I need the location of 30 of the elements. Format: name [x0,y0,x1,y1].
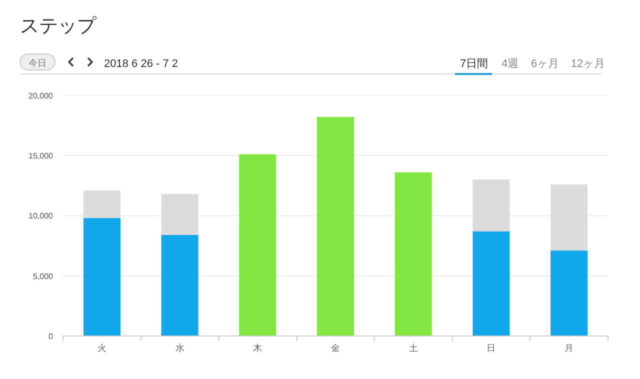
x-tick-label: 水 [175,343,184,353]
bar [317,116,354,336]
y-tick-label: 15,000 [28,151,54,160]
bar [161,194,198,235]
bar [472,231,510,336]
text: 7日間 [460,58,488,70]
x-tick-label: 日 [486,343,496,353]
bar [394,172,432,336]
x-tick-label: 木 [253,343,262,353]
bar [239,154,276,336]
chart-title: ステップ [20,16,97,37]
text: 4週 [501,58,519,70]
x-tick-label: 土 [408,343,418,353]
text: 今日 [28,58,46,68]
chart-subtitle: 2018 6 26 - 7 2 [104,58,178,70]
bar [83,190,120,218]
text: 6ヶ月 [530,58,560,70]
y-tick-label: 20,000 [28,91,54,100]
bar [161,234,198,336]
y-tick-label: 5,000 [32,272,54,281]
y-tick-label: 0 [48,332,54,341]
y-tick-label: 10,000 [28,212,54,221]
x-tick-label: 月 [564,343,574,353]
text: 12ヶ月 [570,58,606,70]
bar [472,180,510,232]
x-tick-label: 金 [331,343,340,353]
x-tick-label: 火 [97,343,106,353]
bar [550,250,588,336]
bar [550,184,588,251]
bar [83,218,120,336]
